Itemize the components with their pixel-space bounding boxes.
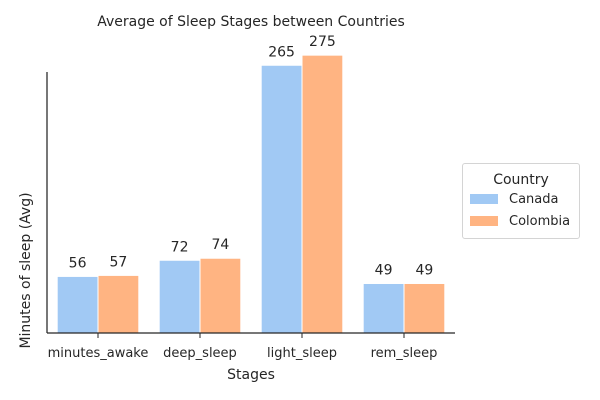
value-label-light-sleep-colombia: 275 xyxy=(309,34,336,50)
value-label-minutes-awake-canada: 56 xyxy=(69,255,87,271)
bar-deep-sleep-colombia xyxy=(199,257,242,334)
x-axis-label: Stages xyxy=(227,367,275,383)
value-label-rem-sleep-canada: 49 xyxy=(375,262,393,278)
legend-item-colombia: Colombia xyxy=(463,210,579,232)
bar-deep-sleep-canada xyxy=(158,259,201,334)
legend-item-canada: Canada xyxy=(463,188,579,210)
bar-light-sleep-canada xyxy=(260,64,303,334)
legend-title: Country xyxy=(493,172,549,188)
legend: Country Canada Colombia xyxy=(462,163,580,239)
legend-swatch-colombia xyxy=(470,216,498,226)
y-axis-label: Minutes of sleep (Avg) xyxy=(18,192,34,348)
value-label-rem-sleep-colombia: 49 xyxy=(415,262,433,278)
chart-title: Average of Sleep Stages between Countrie… xyxy=(97,14,405,30)
bar-minutes-awake-canada xyxy=(56,275,99,334)
bar-rem-sleep-colombia xyxy=(403,282,446,334)
value-label-deep-sleep-colombia: 74 xyxy=(211,237,229,253)
x-tick-label: light_sleep xyxy=(267,346,337,361)
bar-rem-sleep-canada xyxy=(362,282,405,334)
x-tick-label: minutes_awake xyxy=(48,346,149,361)
value-label-minutes-awake-colombia: 57 xyxy=(109,254,127,270)
bar-light-sleep-colombia xyxy=(301,54,344,334)
bar-minutes-awake-colombia xyxy=(97,274,140,334)
value-label-light-sleep-canada: 265 xyxy=(268,44,295,60)
value-label-deep-sleep-canada: 72 xyxy=(171,239,189,255)
legend-label-colombia: Colombia xyxy=(509,213,571,229)
legend-swatch-canada xyxy=(470,194,498,204)
x-tick-label: deep_sleep xyxy=(163,346,237,361)
x-tick-label: rem_sleep xyxy=(371,346,438,361)
legend-label-canada: Canada xyxy=(509,191,559,207)
